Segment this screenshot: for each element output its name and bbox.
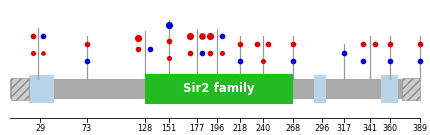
Text: 341: 341 — [362, 124, 377, 133]
Point — [260, 60, 267, 62]
Bar — [11, 78, 28, 100]
Bar — [28, 75, 54, 103]
Bar — [145, 74, 293, 104]
Point — [386, 60, 393, 62]
Point — [207, 35, 214, 37]
Point — [360, 43, 367, 45]
Bar — [314, 75, 326, 103]
Text: 177: 177 — [189, 124, 204, 133]
Text: 128: 128 — [137, 124, 152, 133]
Point — [207, 52, 214, 54]
Point — [29, 35, 36, 37]
Text: 218: 218 — [232, 124, 247, 133]
Point — [135, 37, 142, 39]
Point — [386, 43, 393, 45]
Text: 296: 296 — [315, 124, 330, 133]
Point — [289, 60, 296, 62]
Point — [198, 35, 205, 37]
Point — [187, 35, 194, 37]
Text: 151: 151 — [162, 124, 177, 133]
Point — [372, 43, 378, 45]
Point — [83, 43, 90, 45]
Point — [83, 60, 90, 62]
Point — [417, 43, 424, 45]
Point — [40, 35, 47, 37]
Point — [147, 48, 154, 50]
Bar — [381, 75, 398, 103]
Point — [166, 40, 172, 42]
Text: Sir2 family: Sir2 family — [183, 82, 255, 95]
Text: 360: 360 — [382, 124, 397, 133]
Point — [237, 60, 243, 62]
Point — [198, 52, 205, 54]
Text: 196: 196 — [209, 124, 224, 133]
Text: 317: 317 — [337, 124, 352, 133]
Text: 29: 29 — [35, 124, 45, 133]
Point — [253, 43, 260, 45]
Point — [289, 43, 296, 45]
Text: 73: 73 — [82, 124, 92, 133]
Point — [265, 43, 272, 45]
Text: 268: 268 — [285, 124, 300, 133]
Point — [135, 48, 142, 50]
Point — [29, 52, 36, 54]
Point — [341, 52, 348, 54]
Point — [40, 52, 47, 54]
Text: 240: 240 — [255, 124, 270, 133]
Point — [166, 23, 172, 26]
Point — [218, 35, 225, 37]
Point — [360, 60, 367, 62]
Bar — [9, 79, 421, 99]
Point — [187, 52, 194, 54]
Bar — [402, 78, 421, 100]
Text: 389: 389 — [413, 124, 428, 133]
Point — [166, 57, 172, 59]
Point — [237, 43, 243, 45]
Point — [417, 60, 424, 62]
Point — [218, 52, 225, 54]
